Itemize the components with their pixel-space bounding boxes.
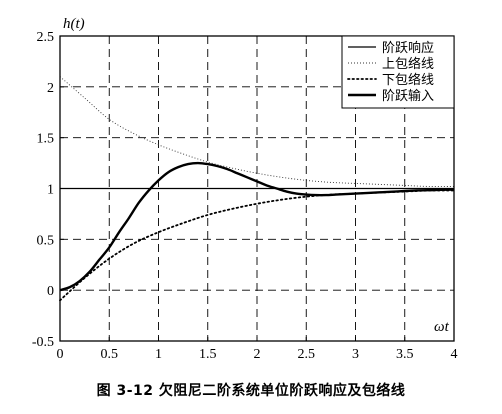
series-line-2 <box>59 189 455 302</box>
y-tick-label: 1.5 <box>37 132 55 147</box>
series-line-1 <box>59 76 455 187</box>
x-tick-label: 0.5 <box>101 347 119 362</box>
legend-label-3: 阶跃输入 <box>382 88 434 104</box>
y-tick-label: 0 <box>47 284 54 299</box>
x-tick-label: 3.5 <box>396 347 414 362</box>
y-tick-label: -0.5 <box>32 335 54 350</box>
figure-caption: 图 3-12 欠阻尼二阶系统单位阶跃响应及包络线 <box>96 383 406 399</box>
x-tick-label: 1.5 <box>199 347 217 362</box>
x-tick-label: 2 <box>254 347 261 362</box>
x-tick-label: 1 <box>155 347 162 362</box>
x-tick-label: 2.5 <box>298 347 316 362</box>
series-line-0 <box>59 161 455 292</box>
step-response-chart: 0 0.5 1 1.5 2 2.5 3 3.5 4-0.500.511.522.5h(t)ωt阶… <box>32 16 458 362</box>
x-tick-label: 4 <box>451 347 458 362</box>
legend-label-2: 下包络线 <box>382 72 434 88</box>
y-tick-label: 1 <box>47 183 54 198</box>
y-tick-label: 2.5 <box>37 30 55 45</box>
x-tick-label: 3 <box>352 347 359 362</box>
legend-label-0: 阶跃响应 <box>382 40 434 56</box>
y-axis-label: h(t) <box>63 16 85 32</box>
legend-label-1: 上包络线 <box>382 56 434 72</box>
x-axis-label: ωt <box>434 319 450 335</box>
x-tick-label: 0 <box>57 347 64 362</box>
y-tick-label: 2 <box>47 81 54 96</box>
y-tick-label: 0.5 <box>37 233 55 248</box>
